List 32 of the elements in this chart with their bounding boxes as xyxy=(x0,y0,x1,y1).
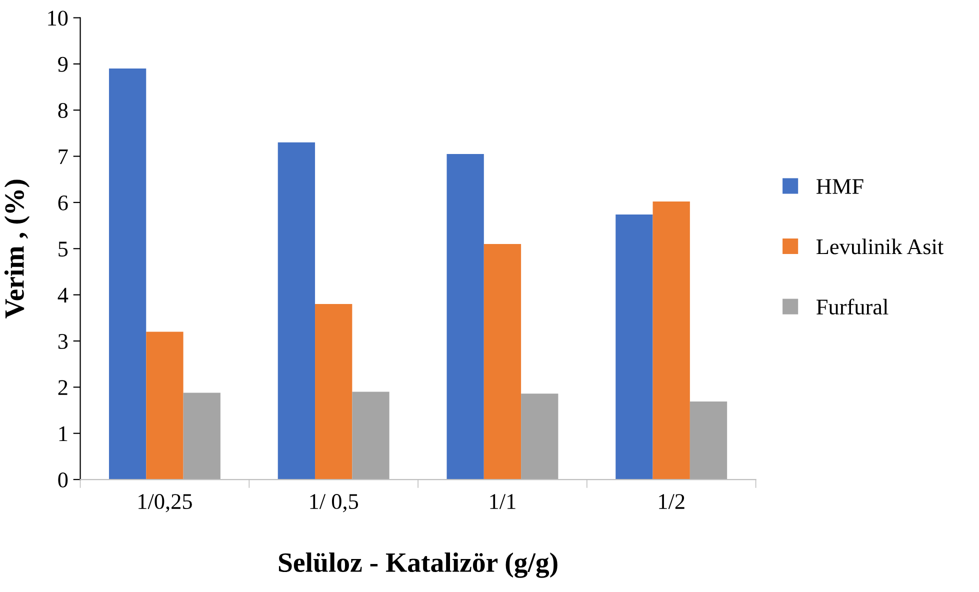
y-tick-label: 7 xyxy=(58,149,68,164)
x-tick-label: 1/ 0,5 xyxy=(310,494,358,512)
y-tick-label: 9 xyxy=(58,56,68,72)
bar xyxy=(690,401,728,480)
bar xyxy=(616,214,653,480)
bar xyxy=(146,332,184,480)
x-axis-title: Selüloz - Katalizör (g/g) xyxy=(278,552,558,578)
y-tick-label: 1 xyxy=(59,426,68,442)
legend-label: Furfural xyxy=(816,298,888,315)
bar xyxy=(315,304,352,480)
y-tick-label: 2 xyxy=(58,380,68,395)
x-tick-label: 1/1 xyxy=(490,494,516,510)
legend-label: Levulinik Asit xyxy=(816,238,944,254)
y-tick-label: 5 xyxy=(58,242,68,257)
y-tick-label: 10 xyxy=(48,10,68,26)
y-tick-label: 3 xyxy=(58,334,68,349)
bar xyxy=(652,202,690,480)
bar xyxy=(278,142,316,480)
bar xyxy=(521,394,558,480)
bar xyxy=(108,68,146,480)
y-tick-label: 6 xyxy=(58,195,68,210)
bar xyxy=(183,392,220,480)
legend-label: HMF xyxy=(816,179,864,194)
x-tick-label: 1/0,25 xyxy=(138,494,192,512)
y-tick-label: 0 xyxy=(58,472,68,488)
y-tick-label: 8 xyxy=(58,103,68,118)
bar xyxy=(352,392,390,480)
bar xyxy=(446,154,484,480)
bar xyxy=(484,244,522,480)
y-tick-label: 4 xyxy=(58,288,68,303)
y-axis-title: Verim , (%) xyxy=(4,180,30,318)
x-tick-label: 1/2 xyxy=(659,494,684,510)
